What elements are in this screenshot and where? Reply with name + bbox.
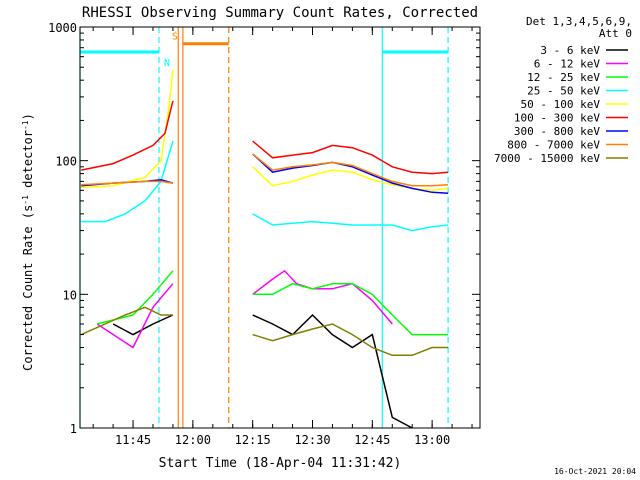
x-tick-label: 11:45 xyxy=(115,433,151,447)
legend-label: 6 - 12 keV xyxy=(534,58,601,71)
y-tick-label: 100 xyxy=(55,155,77,169)
series-line xyxy=(252,213,449,232)
series-line xyxy=(252,282,449,336)
y-tick-label: 1 xyxy=(70,422,77,436)
plot-frame xyxy=(79,26,481,429)
x-axis: 11:45 12:00 12:15 12:30 12:45 13:00 xyxy=(92,27,473,447)
annotation-label: N xyxy=(164,58,170,69)
legend-label: 25 - 50 keV xyxy=(527,85,600,98)
attenuator-flag-bars: NS xyxy=(80,32,449,69)
legend-label: 12 - 25 keV xyxy=(527,71,600,84)
series-line xyxy=(81,180,174,186)
series-line xyxy=(252,153,449,187)
y-tick-label: 1000 xyxy=(48,21,77,35)
x-tick-label: 12:15 xyxy=(235,433,271,447)
data-series xyxy=(80,69,449,429)
series-line xyxy=(252,313,413,429)
legend-header: Att 0 xyxy=(599,27,632,40)
y-axis-label: Corrected Count Rate (s-1 detector-1) xyxy=(21,113,36,371)
y-tick-label: 10 xyxy=(63,288,77,302)
series-line xyxy=(252,323,449,357)
x-tick-label: 12:45 xyxy=(354,433,390,447)
chart-title: RHESSI Observing Summary Count Rates, Co… xyxy=(82,5,478,21)
x-tick-label: 13:00 xyxy=(414,433,450,447)
legend-header: Det 1,3,4,5,6,9, xyxy=(526,15,632,28)
footer-timestamp: 16-Oct-2021 20:04 xyxy=(554,467,636,476)
legend-label: 50 - 100 keV xyxy=(521,98,601,111)
series-line xyxy=(112,314,174,336)
legend-label: 800 - 7000 keV xyxy=(507,139,600,152)
y-axis: 1 10 100 1000 xyxy=(48,21,480,436)
series-line xyxy=(96,283,174,349)
x-tick-label: 12:30 xyxy=(294,433,330,447)
x-axis-label: Start Time (18-Apr-04 11:31:42) xyxy=(159,456,402,471)
series-line xyxy=(81,140,174,223)
legend-label: 7000 - 15000 keV xyxy=(494,152,600,165)
legend-label: 300 - 800 keV xyxy=(514,125,600,138)
series-line xyxy=(80,306,173,336)
annotation-label: S xyxy=(172,32,178,43)
series-line xyxy=(81,100,174,171)
legend-label: 100 - 300 keV xyxy=(514,112,600,125)
series-line xyxy=(252,153,449,195)
x-tick-label: 12:00 xyxy=(175,433,211,447)
series-line xyxy=(252,140,449,175)
series-line xyxy=(81,69,174,189)
legend-label: 3 - 6 keV xyxy=(540,44,600,57)
